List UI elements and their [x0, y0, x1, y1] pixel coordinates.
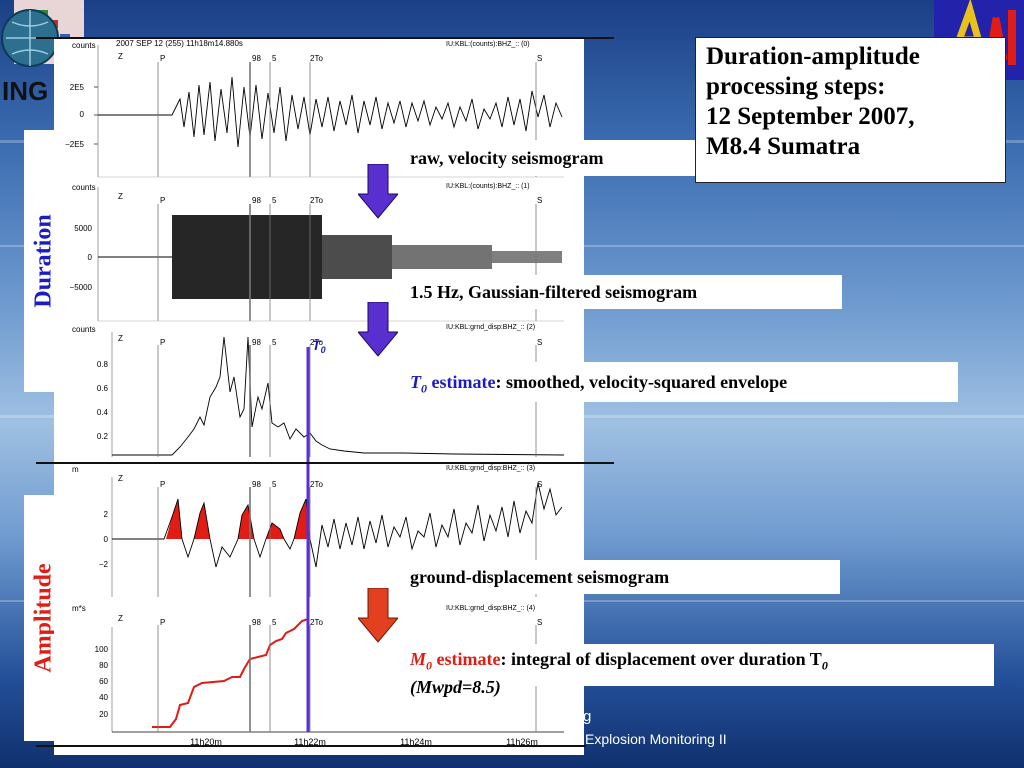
t5-98: 98: [252, 618, 261, 627]
raw-seismogram-label: raw, velocity seismogram: [406, 140, 696, 176]
t2-id: IU:KBL:(counts):BHZ_:: (1): [446, 183, 530, 190]
t2-s: S: [537, 196, 542, 205]
t4-ytick: −2: [99, 560, 109, 569]
t1-id: IU:KBL:(counts):BHZ_:: (0): [446, 41, 530, 48]
seismogram-traces: counts 2007 SEP 12 (255) 11h18m14.880s I…: [65, 39, 565, 747]
t5-s: S: [537, 618, 542, 627]
t2-ytick: 5000: [74, 224, 92, 233]
t4-units: m: [72, 465, 79, 474]
t5-id: IU:KBL:grnd_disp:BHZ_:: (4): [446, 605, 535, 612]
t1-ytick: 0: [80, 110, 85, 119]
t4-ytick: 2: [104, 510, 109, 519]
ing-logo-text: ING: [2, 76, 49, 106]
t1-p: P: [160, 54, 165, 63]
t3-z: Z: [118, 334, 123, 343]
middle-separator: [36, 462, 614, 464]
title-line: 12 September 2007,: [706, 103, 915, 130]
t3-5: 5: [272, 338, 277, 347]
trace-integral: m*s IU:KBL:grnd_disp:BHZ_:: (4) Z P 98 5…: [72, 604, 564, 747]
t3-98: 98: [252, 338, 261, 347]
t0-marker-label: T0: [312, 337, 326, 355]
t0-estimate-label: T0 estimate: smoothed, velocity-squared …: [406, 362, 958, 402]
arrow-down-icon: [358, 302, 398, 357]
t5-ytick: 20: [99, 710, 108, 719]
t3-2to: 2To: [310, 338, 323, 347]
arrow-down-red-icon: [358, 588, 398, 643]
t2-units: counts: [72, 183, 96, 192]
t5-ytick: 80: [99, 661, 108, 670]
time-tick: 11h20m: [190, 737, 222, 747]
t2-p: P: [160, 196, 165, 205]
t5-ytick: 40: [99, 693, 108, 702]
t3-ytick: 0.2: [97, 432, 109, 441]
footer-text: Explosion Monitoring II: [585, 731, 727, 747]
t5-p: P: [160, 618, 165, 627]
trace-displacement: m IU:KBL:grnd_disp:BHZ_:: (3) Z P 98 5 2…: [72, 465, 563, 597]
t4-p: P: [160, 480, 165, 489]
bottom-separator: [36, 745, 586, 747]
t2-98: 98: [252, 196, 261, 205]
t1-ytick: 2E5: [70, 83, 85, 92]
t1-5: 5: [272, 54, 277, 63]
t5-5: 5: [272, 618, 277, 627]
globe-logo-icon: [1, 0, 84, 67]
t2-2to: 2To: [310, 196, 323, 205]
t5-2to: 2To: [310, 618, 323, 627]
filtered-seismogram-label: 1.5 Hz, Gaussian-filtered seismogram: [406, 275, 842, 309]
t3-ytick: 0.4: [97, 408, 109, 417]
trace-raw: counts 2007 SEP 12 (255) 11h18m14.880s I…: [65, 39, 564, 178]
t1-units: counts: [72, 41, 96, 50]
top-separator: [36, 37, 614, 39]
t3-p: P: [160, 338, 165, 347]
trace-filtered: counts IU:KBL:(counts):BHZ_:: (1) Z P 98…: [70, 183, 564, 322]
t3-s: S: [537, 338, 542, 347]
t4-s: S: [537, 480, 542, 489]
t4-id: IU:KBL:grnd_disp:BHZ_:: (3): [446, 465, 535, 472]
t3-ytick: 0.8: [97, 360, 109, 369]
time-tick: 11h24m: [400, 737, 432, 747]
t5-ytick: 100: [95, 645, 109, 654]
t2-ytick: −5000: [70, 283, 93, 292]
title-line: M8.4 Sumatra: [706, 133, 861, 160]
t3-id: IU:KBL:grnd_disp:BHZ_:: (2): [446, 324, 535, 331]
t1-2to: 2To: [310, 54, 323, 63]
t5-z: Z: [118, 614, 123, 623]
t3-ytick: 0.6: [97, 384, 109, 393]
title-line: Duration-amplitude: [706, 43, 920, 70]
t4-5: 5: [272, 480, 277, 489]
t1-z: Z: [118, 52, 123, 61]
trace-header-time: 2007 SEP 12 (255) 11h18m14.880s: [116, 39, 243, 48]
t4-98: 98: [252, 480, 261, 489]
time-tick: 11h22m: [294, 737, 326, 747]
displacement-seismogram-label: ground-displacement seismogram: [406, 560, 840, 594]
m0-estimate-label: M0 estimate: integral of displacement ov…: [406, 644, 994, 697]
footer-fragment: g: [583, 708, 592, 725]
title-box: Duration-amplitude processing steps: 12 …: [695, 37, 1006, 183]
t1-ytick: −2E5: [65, 140, 84, 149]
t4-z: Z: [118, 474, 123, 483]
trace-envelope: counts IU:KBL:grnd_disp:BHZ_:: (2) Z P 9…: [72, 324, 565, 457]
t1-s: S: [537, 54, 542, 63]
t2-5: 5: [272, 196, 277, 205]
t2-z: Z: [118, 192, 123, 201]
t4-ytick: 0: [104, 535, 109, 544]
t2-ytick: 0: [88, 253, 93, 262]
time-tick: 11h26m: [506, 737, 538, 747]
t5-ytick: 60: [99, 677, 108, 686]
t5-units: m*s: [72, 604, 86, 613]
t4-2to: 2To: [310, 480, 323, 489]
t3-units: counts: [72, 325, 96, 334]
title-line: processing steps:: [706, 73, 886, 100]
t1-98: 98: [252, 54, 261, 63]
arrow-down-icon: [358, 164, 398, 219]
